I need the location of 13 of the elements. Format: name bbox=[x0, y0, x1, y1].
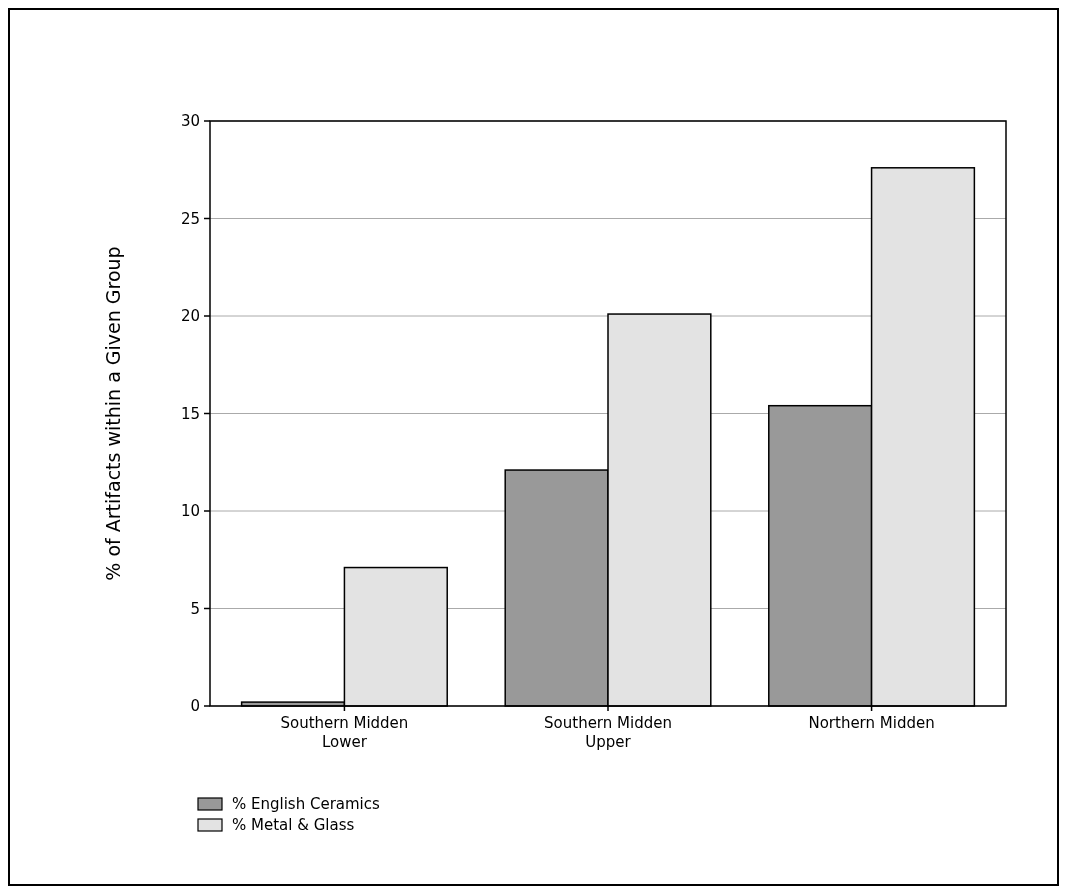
y-tick-label: 0 bbox=[190, 697, 200, 716]
x-tick-label: Southern Midden Upper bbox=[544, 714, 672, 751]
x-tick-label: Northern Midden bbox=[808, 714, 935, 732]
legend-label: % Metal & Glass bbox=[232, 816, 355, 835]
y-axis-title: % of Artifacts within a Given Group bbox=[102, 246, 124, 581]
y-tick-label: 25 bbox=[180, 209, 200, 228]
y-tick-label: 30 bbox=[180, 112, 200, 131]
x-tick-label: Southern Midden Lower bbox=[280, 714, 409, 751]
y-tick-label: 10 bbox=[180, 502, 200, 521]
legend-label: % English Ceramics bbox=[232, 795, 381, 814]
y-tick-label: 15 bbox=[180, 404, 200, 423]
y-tick-label: 20 bbox=[180, 307, 200, 326]
y-tick-label: 5 bbox=[190, 599, 200, 618]
